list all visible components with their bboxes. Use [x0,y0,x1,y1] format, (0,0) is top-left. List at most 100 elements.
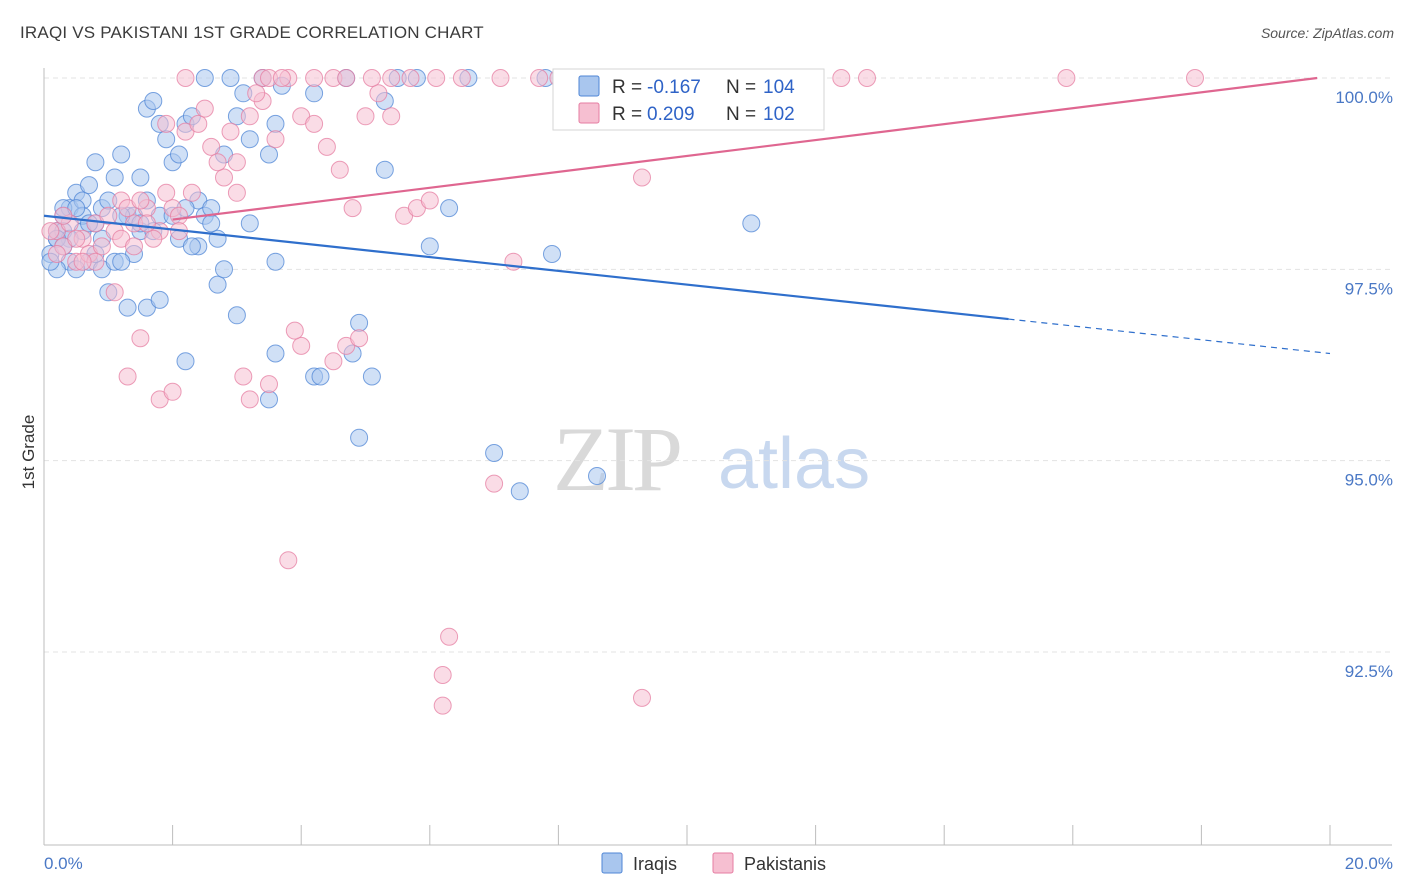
point-pakistanis-90 [137,214,156,233]
point-pakistanis-100 [125,237,143,256]
series-pakistanis [41,69,1204,715]
point-iraqis-20 [170,145,188,164]
point-iraqis-52 [311,367,330,386]
point-pakistanis-97 [247,84,266,103]
point-pakistanis-64 [272,69,291,87]
point-pakistanis-33 [92,237,111,256]
point-iraqis-69 [221,69,240,87]
point-iraqis-59 [510,482,529,501]
point-iraqis-57 [350,428,369,447]
point-pakistanis-83 [1057,69,1076,87]
y-tick-labels: 100.0% 97.5% 95.0% 92.5% [1335,88,1393,681]
point-iraqis-39 [240,214,259,233]
point-pakistanis-36 [131,191,150,210]
trend-lines [43,76,1331,355]
point-iraqis-10 [105,168,124,187]
legend-r-value-pakistanis: 0.209 [647,104,695,125]
point-iraqis-95 [266,114,285,133]
point-iraqis-54 [350,313,369,332]
y-tick-label-1: 97.5% [1345,279,1393,298]
y-tick-label-2: 95.0% [1345,471,1393,490]
point-pakistanis-23 [343,199,362,218]
point-pakistanis-99 [73,252,92,271]
svg-text:ZIP: ZIP [553,408,680,510]
series-legend-label-iraqis: Iraqis [633,854,677,874]
legend-r-label-iraqis: R = [612,77,642,98]
point-pakistanis-94 [157,114,176,133]
svg-text:atlas: atlas [718,424,870,504]
point-iraqis-92 [182,237,201,256]
point-pakistanis-24 [356,107,375,126]
legend-n-value-iraqis: 104 [763,77,795,98]
point-pakistanis-61 [176,69,195,87]
point-iraqis-60 [588,467,606,485]
point-pakistanis-26 [382,107,401,126]
point-iraqis-99 [112,252,131,271]
point-iraqis-49 [266,252,285,271]
point-iraqis-55 [362,367,381,386]
point-pakistanis-93 [221,122,240,141]
point-pakistanis-95 [195,99,214,118]
point-pakistanis-15 [240,107,259,126]
legend-r-value-iraqis: -0.167 [647,77,701,98]
point-pakistanis-4 [99,206,118,225]
y-axis-label: 1st Grade [19,415,38,490]
point-pakistanis-85 [41,222,60,241]
point-pakistanis-69 [382,69,401,87]
series-legend: Iraqis Pakistanis [601,852,826,874]
point-iraqis-66 [375,160,394,179]
point-iraqis-93 [202,214,221,233]
point-iraqis-7 [86,153,105,172]
point-iraqis-45 [150,290,169,309]
axes [43,68,1392,846]
point-pakistanis-17 [266,130,285,149]
point-iraqis-72 [305,84,324,103]
point-pakistanis-91 [182,183,201,202]
point-pakistanis-74 [530,69,549,87]
point-pakistanis-41 [131,329,150,348]
point-iraqis-16 [144,92,163,110]
point-pakistanis-81 [832,69,851,87]
point-iraqis-56 [260,390,278,409]
stats-legend: R = -0.167 N = 104 R = 0.209 N = 102 [552,68,825,131]
point-pakistanis-13 [215,168,233,187]
point-pakistanis-12 [202,137,221,156]
point-iraqis-14 [131,168,150,187]
point-pakistanis-65 [305,69,324,87]
point-pakistanis-84 [1186,69,1204,87]
point-pakistanis-59 [633,168,651,187]
series-legend-label-pakistanis: Pakistanis [744,854,826,874]
point-pakistanis-96 [227,153,246,172]
point-iraqis-18 [157,130,176,149]
point-pakistanis-98 [47,245,66,263]
point-pakistanis-67 [337,69,356,87]
point-pakistanis-21 [317,137,336,156]
point-iraqis-6 [80,176,98,195]
point-pakistanis-86 [54,206,73,225]
point-pakistanis-25 [369,84,388,103]
point-pakistanis-29 [420,191,439,210]
chart-source: Source: ZipAtlas.com [1261,25,1394,41]
point-pakistanis-57 [433,696,452,715]
point-pakistanis-11 [189,114,208,133]
y-tick-label-3: 92.5% [1345,662,1393,681]
point-pakistanis-92 [208,153,227,172]
point-pakistanis-49 [324,352,343,371]
point-iraqis-68 [195,69,214,87]
point-iraqis-62 [543,245,561,263]
point-pakistanis-14 [227,183,246,202]
point-pakistanis-53 [485,474,504,493]
gridlines [44,77,1392,653]
watermark: ZIP atlas [553,408,870,510]
point-pakistanis-22 [330,160,349,179]
point-iraqis-64 [440,199,459,218]
point-iraqis-61 [420,237,439,256]
point-iraqis-79 [215,260,233,279]
point-pakistanis-56 [433,666,452,684]
legend-n-label-pakistanis: N = [726,104,756,125]
legend-swatch-pakistanis [578,102,600,124]
legend-r-label-pakistanis: R = [612,104,642,125]
y-tick-label-0: 100.0% [1335,88,1393,107]
point-pakistanis-71 [427,69,446,87]
